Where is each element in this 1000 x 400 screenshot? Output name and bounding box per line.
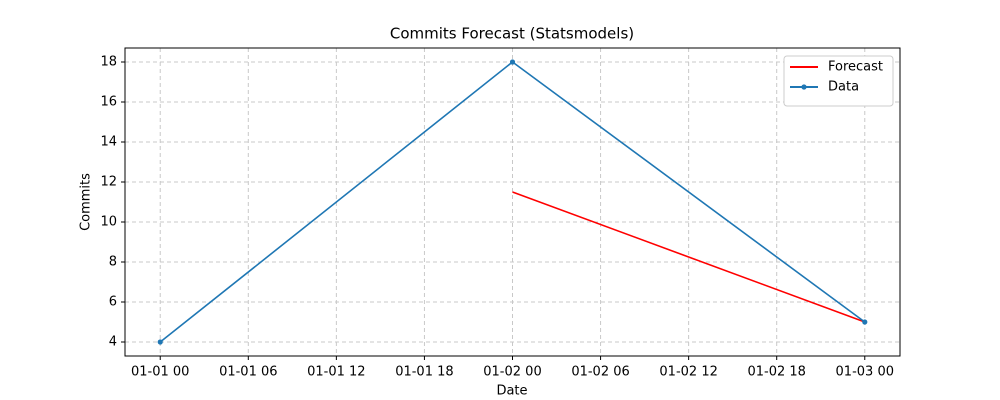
y-tick-label: 10 <box>100 215 117 230</box>
x-tick-label: 01-03 00 <box>836 365 894 380</box>
x-tick-label: 01-01 12 <box>307 365 365 380</box>
x-tick-label: 01-01 18 <box>395 365 453 380</box>
series-line <box>512 191 866 323</box>
y-tick-label: 12 <box>100 175 117 190</box>
point <box>157 339 163 345</box>
x-tick-label: 01-02 12 <box>659 365 717 380</box>
chart-title: Commits Forecast (Statsmodels) <box>390 25 634 43</box>
point <box>509 59 516 65</box>
y-tick-label: 14 <box>100 135 117 150</box>
y-tick-label: 16 <box>100 95 117 110</box>
y-tick-label: 8 <box>109 255 117 270</box>
legend-label: Data <box>828 80 859 95</box>
legend-marker <box>801 84 807 90</box>
y-axis-label: Commits <box>79 173 94 231</box>
x-tick-label: 01-02 06 <box>571 365 629 380</box>
point <box>862 319 868 325</box>
x-tick-label: 01-01 00 <box>131 365 189 380</box>
legend-label: Forecast <box>828 60 883 75</box>
y-tick-label: 18 <box>100 55 117 70</box>
x-axis-label: Date <box>496 384 527 399</box>
plot-frame <box>124 47 901 357</box>
x-tick-label: 01-02 18 <box>747 365 805 380</box>
x-tick-label: 01-01 06 <box>219 365 277 380</box>
x-tick-label: 01-02 00 <box>483 365 541 380</box>
legend-box <box>783 55 894 107</box>
y-tick-label: 6 <box>109 295 117 310</box>
y-tick-label: 4 <box>109 335 117 350</box>
